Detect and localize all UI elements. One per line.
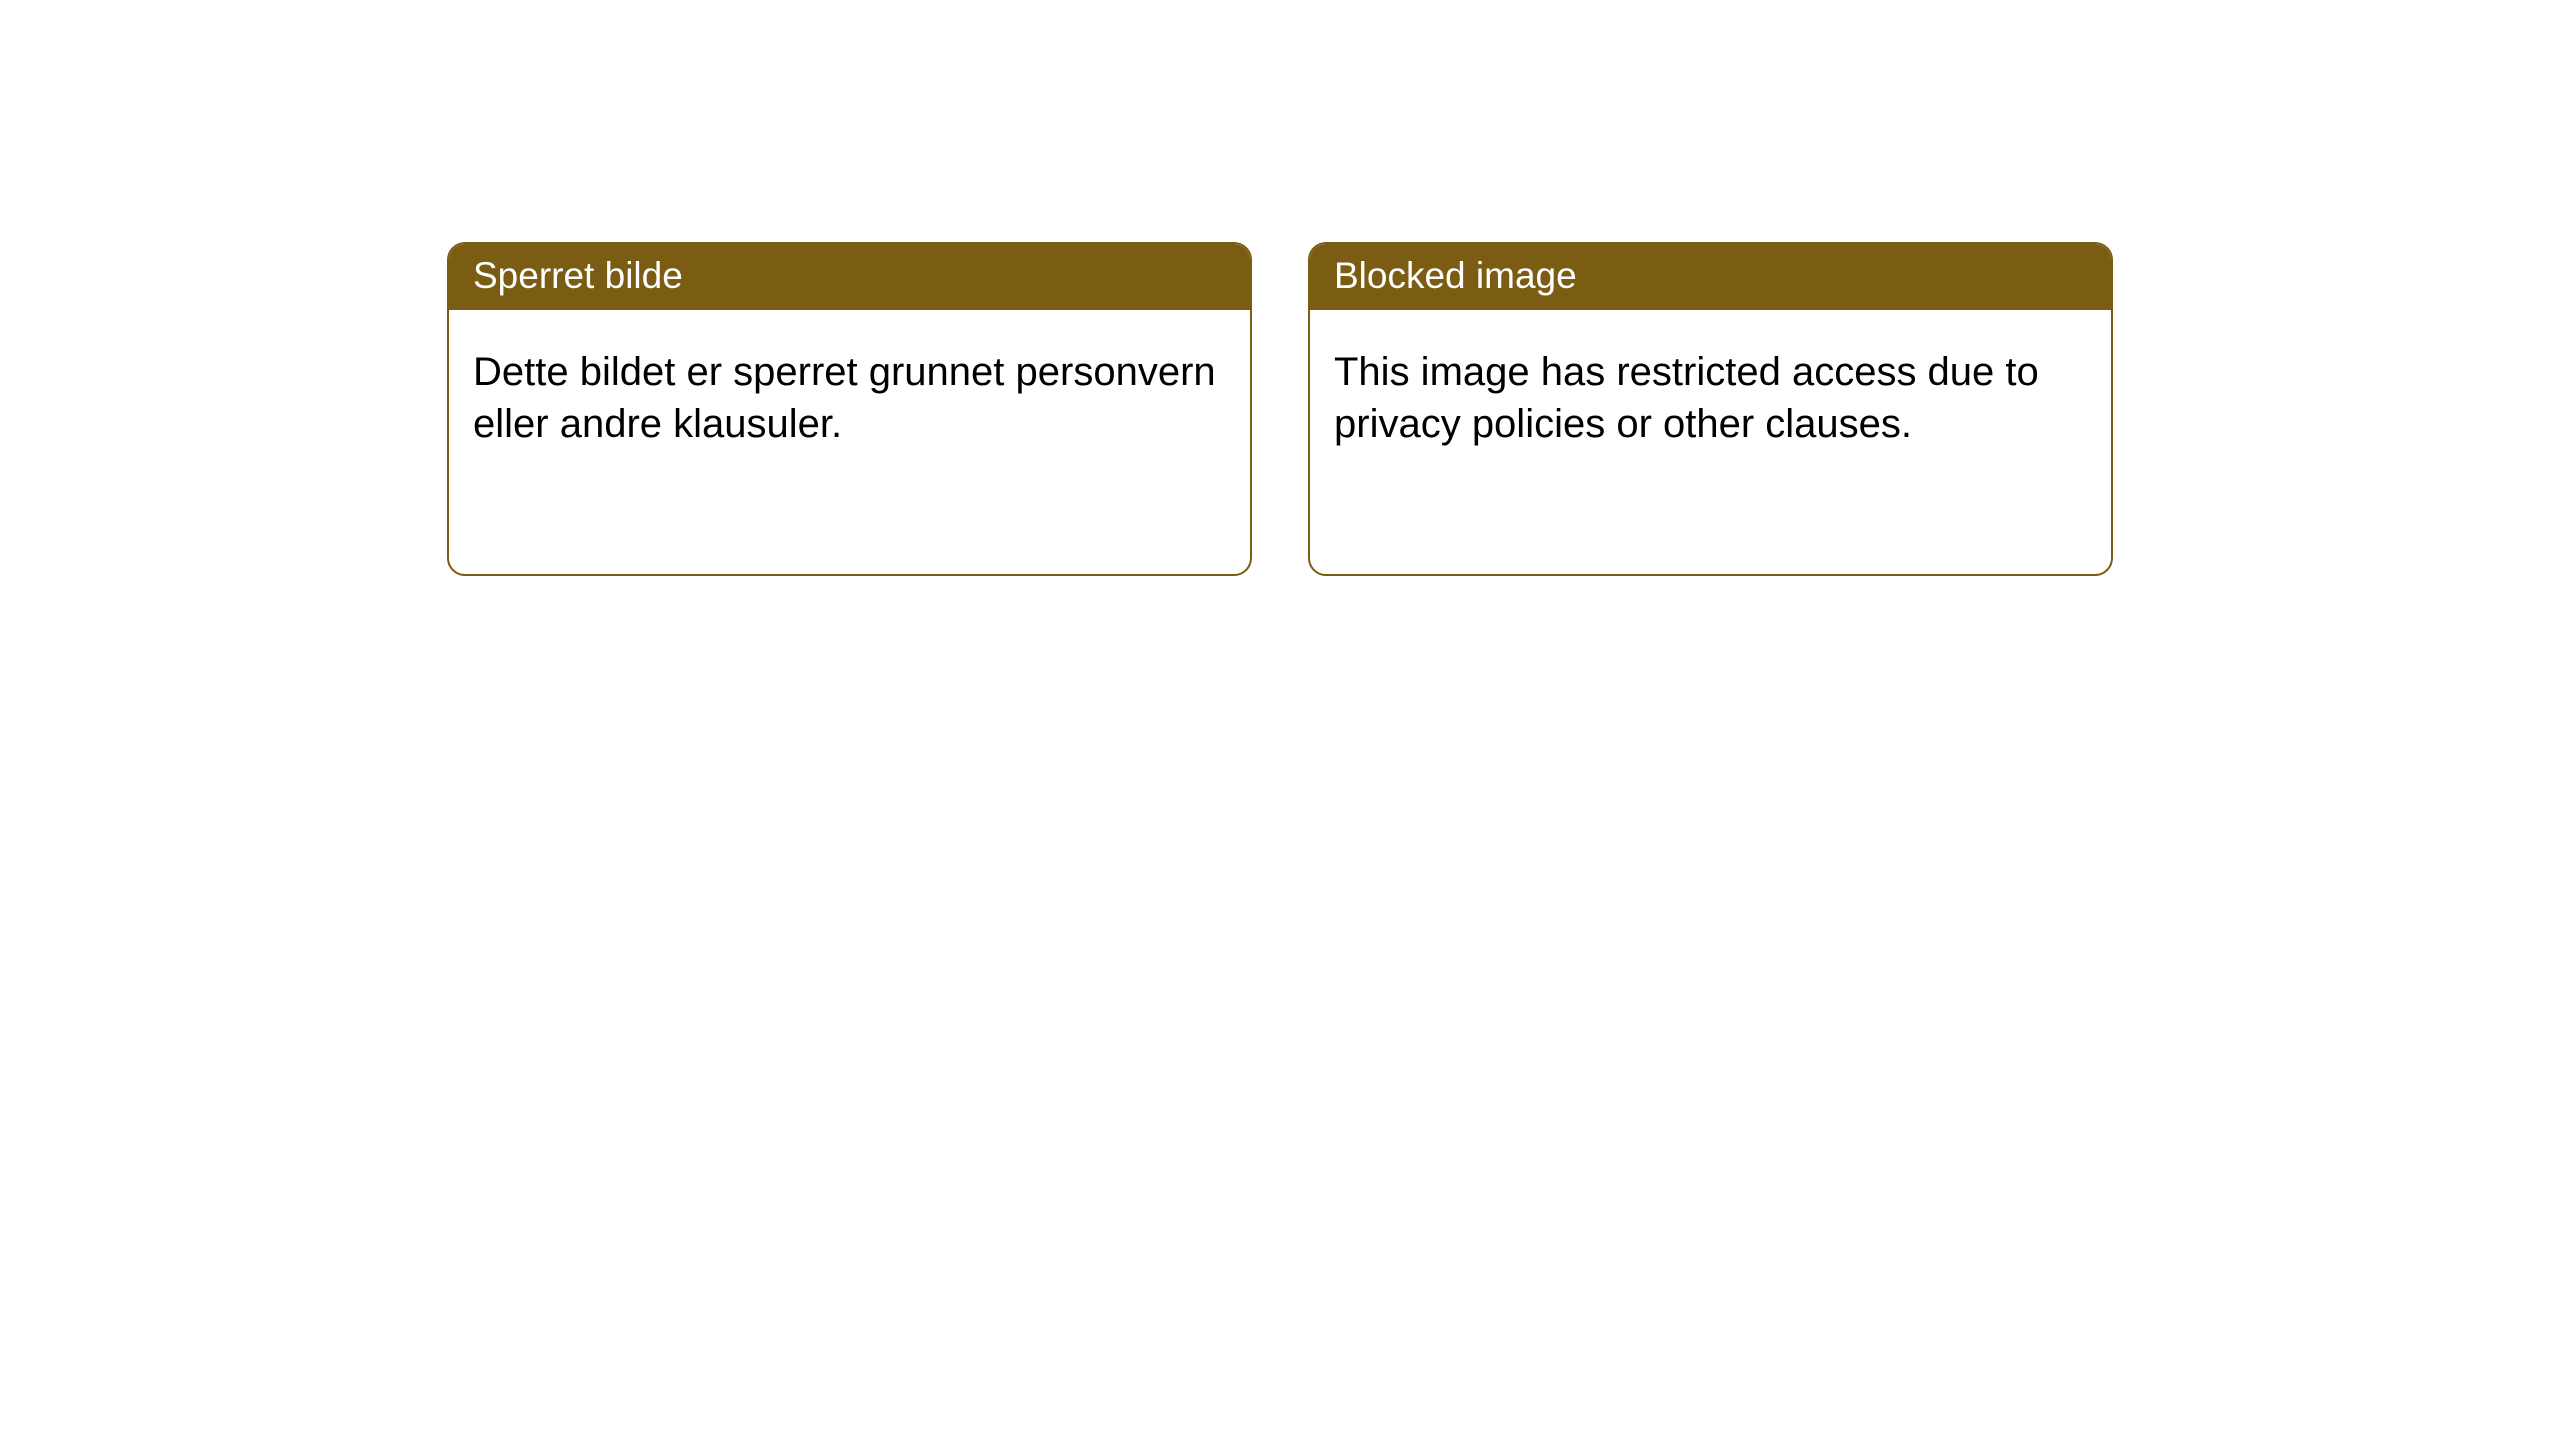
- notice-card-english: Blocked image This image has restricted …: [1308, 242, 2113, 576]
- notice-body-text: Dette bildet er sperret grunnet personve…: [473, 350, 1216, 446]
- notice-container: Sperret bilde Dette bildet er sperret gr…: [0, 0, 2560, 576]
- notice-title: Blocked image: [1334, 255, 1577, 296]
- notice-body: This image has restricted access due to …: [1310, 310, 2111, 474]
- notice-header: Sperret bilde: [449, 244, 1250, 310]
- notice-header: Blocked image: [1310, 244, 2111, 310]
- notice-body-text: This image has restricted access due to …: [1334, 350, 2039, 446]
- notice-title: Sperret bilde: [473, 255, 683, 296]
- notice-body: Dette bildet er sperret grunnet personve…: [449, 310, 1250, 474]
- notice-card-norwegian: Sperret bilde Dette bildet er sperret gr…: [447, 242, 1252, 576]
